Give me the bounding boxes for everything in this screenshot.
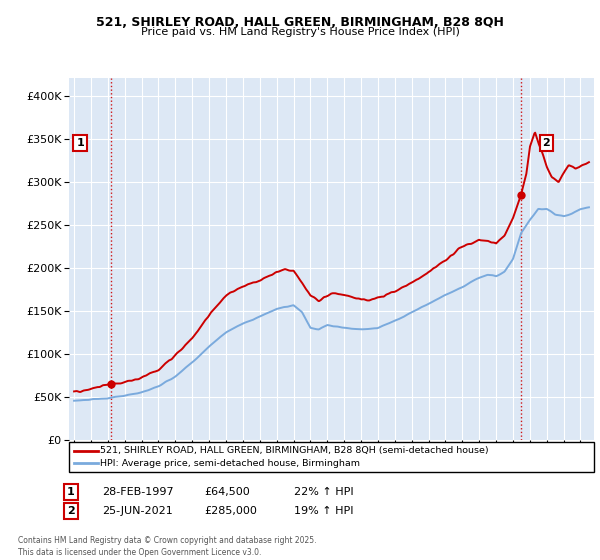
Text: Price paid vs. HM Land Registry's House Price Index (HPI): Price paid vs. HM Land Registry's House … xyxy=(140,27,460,37)
Text: 521, SHIRLEY ROAD, HALL GREEN, BIRMINGHAM, B28 8QH (semi-detached house): 521, SHIRLEY ROAD, HALL GREEN, BIRMINGHA… xyxy=(100,446,489,455)
Text: 1: 1 xyxy=(76,138,84,148)
Text: 19% ↑ HPI: 19% ↑ HPI xyxy=(294,506,353,516)
Text: 521, SHIRLEY ROAD, HALL GREEN, BIRMINGHAM, B28 8QH: 521, SHIRLEY ROAD, HALL GREEN, BIRMINGHA… xyxy=(96,16,504,29)
Text: £285,000: £285,000 xyxy=(204,506,257,516)
Text: 22% ↑ HPI: 22% ↑ HPI xyxy=(294,487,353,497)
Text: 28-FEB-1997: 28-FEB-1997 xyxy=(102,487,173,497)
Text: 2: 2 xyxy=(542,138,550,148)
Text: 2: 2 xyxy=(67,506,74,516)
Text: £64,500: £64,500 xyxy=(204,487,250,497)
Text: Contains HM Land Registry data © Crown copyright and database right 2025.
This d: Contains HM Land Registry data © Crown c… xyxy=(18,536,317,557)
Text: 25-JUN-2021: 25-JUN-2021 xyxy=(102,506,173,516)
Text: 1: 1 xyxy=(67,487,74,497)
Text: HPI: Average price, semi-detached house, Birmingham: HPI: Average price, semi-detached house,… xyxy=(100,459,360,468)
